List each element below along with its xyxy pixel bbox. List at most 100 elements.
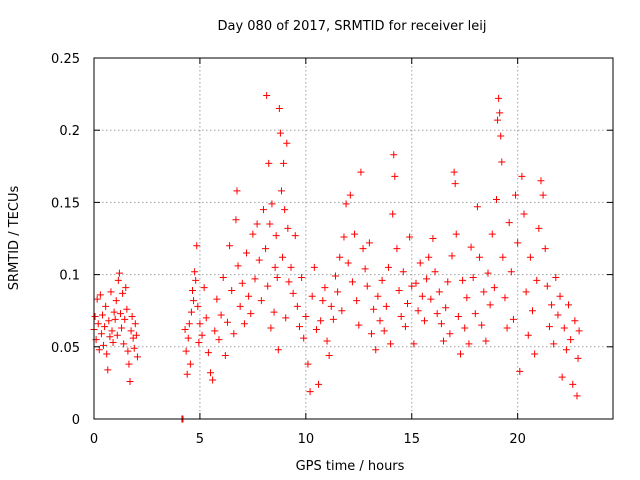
data-point [459,276,467,284]
data-point [451,180,459,188]
data-point [374,292,382,300]
data-point [509,315,517,323]
data-point [245,292,253,300]
data-point [431,268,439,276]
data-point [132,331,140,339]
data-point [476,253,484,261]
data-point [103,350,111,358]
data-point [259,206,267,214]
data-point [363,282,371,290]
data-point [289,289,297,297]
data-point [520,210,528,218]
data-point [181,325,189,333]
data-point [359,245,367,253]
data-point [454,312,462,320]
data-point [113,331,121,339]
data-point [310,263,318,271]
data-point [501,294,509,302]
data-point [427,295,435,303]
data-point [126,377,134,385]
data-point [391,172,399,180]
data-point [416,259,424,267]
data-point [120,340,128,348]
data-point [115,269,123,277]
data-point [114,276,122,284]
data-point [96,291,104,299]
data-point [270,308,278,316]
data-point [277,187,285,195]
data-point [215,336,223,344]
data-point [372,346,380,354]
data-point [300,334,308,342]
y-tick-label: 0 [72,413,80,428]
data-point [281,206,289,214]
data-point [336,253,344,261]
data-point [271,263,279,271]
data-point [516,367,524,375]
data-point [401,323,409,331]
data-point [397,312,405,320]
data-point [238,279,246,287]
data-point [272,232,280,240]
data-point [378,276,386,284]
data-point [291,232,299,240]
data-point [321,284,329,292]
data-point [370,305,378,313]
y-tick-label: 0.2 [59,124,80,139]
x-tick-label: 15 [403,432,420,447]
data-point [353,297,361,305]
data-point [556,292,564,300]
data-point [293,302,301,310]
data-point [125,360,133,368]
data-point [193,242,201,250]
data-point [531,350,539,358]
data-point [274,346,282,354]
data-point [276,129,284,137]
data-point [512,191,520,199]
data-point [331,272,339,280]
data-point [554,311,562,319]
data-point [91,312,99,320]
data-point [109,338,117,346]
data-point [567,336,575,344]
data-point [573,392,581,400]
data-point [187,308,195,316]
data-point [471,310,479,318]
data-point [368,330,376,338]
data-point [194,302,202,310]
data-point [122,284,130,292]
data-point [327,302,335,310]
data-point [437,320,445,328]
data-point [195,338,203,346]
data-point [219,273,227,281]
data-point [342,200,350,208]
data-point [526,253,534,261]
data-point [452,230,460,238]
data-point [346,191,354,199]
data-point [275,105,283,113]
data-point [365,239,373,247]
data-point [110,308,118,316]
data-point [315,380,323,388]
data-point [473,203,481,211]
data-point [467,243,475,251]
data-point [102,302,110,310]
data-point [433,310,441,318]
data-point [535,224,543,232]
data-point [429,235,437,242]
data-point [183,370,191,378]
data-point [200,284,208,292]
data-point [302,312,310,320]
data-point [192,276,200,284]
data-point [496,109,504,117]
data-point [380,327,388,335]
data-point [480,288,488,296]
data-point [247,310,255,318]
data-point [465,340,473,348]
x-tick-label: 5 [196,432,204,447]
data-point [317,317,325,325]
data-point [399,268,407,276]
data-point [251,275,259,283]
plot-frame [93,57,614,420]
data-point [334,288,342,296]
